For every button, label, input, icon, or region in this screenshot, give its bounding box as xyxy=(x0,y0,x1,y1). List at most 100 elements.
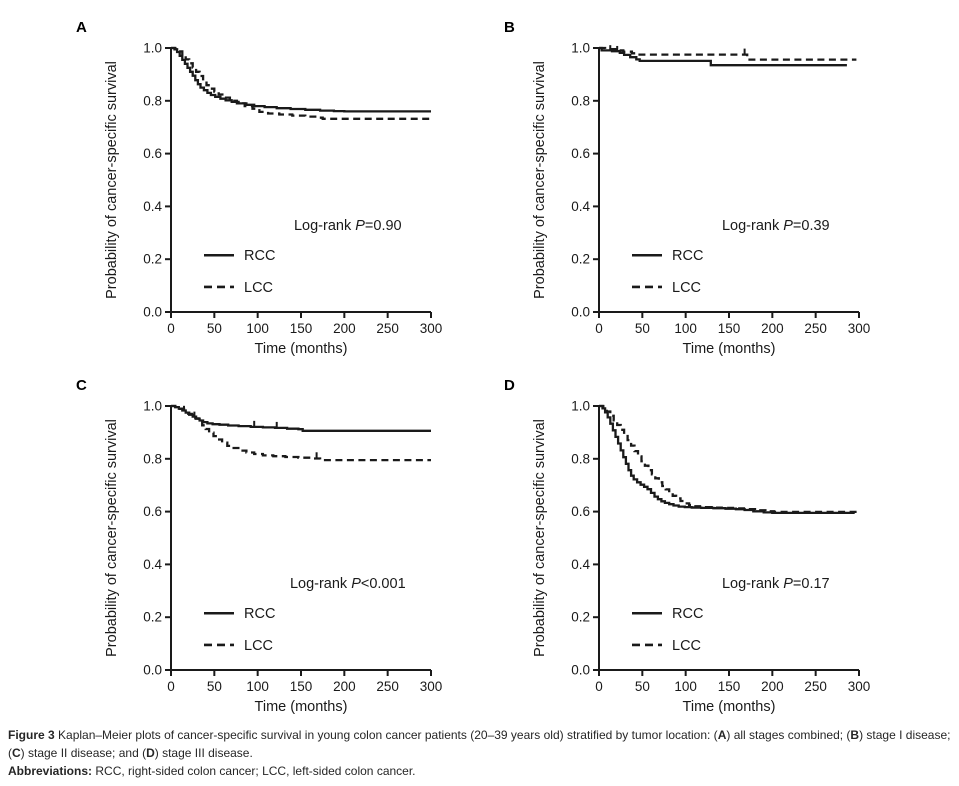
x-tick-label: 50 xyxy=(207,321,222,336)
y-tick-label: 0.8 xyxy=(143,93,162,108)
legend-label-LCC: LCC xyxy=(672,638,701,654)
legend-label-RCC: RCC xyxy=(672,606,703,622)
caption-segment-6: C xyxy=(12,746,21,760)
legend-label-RCC: RCC xyxy=(244,606,275,622)
y-tick-label: 0.4 xyxy=(571,557,590,572)
x-tick-label: 0 xyxy=(595,321,603,336)
caption-segment-2: A xyxy=(717,728,727,742)
x-tick-label: 300 xyxy=(848,679,871,694)
y-axis-title: Probability of cancer-specific survival xyxy=(104,419,120,657)
y-tick-label: 1.0 xyxy=(143,399,162,414)
legend-label-LCC: LCC xyxy=(672,280,701,296)
caption-text: Figure 3 Kaplan–Meier plots of cancer-sp… xyxy=(8,726,952,762)
km-panel-D: D 0.0 0.2 0.4 0.6 0.8 1.0 0 50 100 150 200 250 300 Tim… xyxy=(494,364,922,716)
x-tick-label: 50 xyxy=(207,679,222,694)
x-tick-label: 0 xyxy=(595,679,603,694)
x-tick-label: 100 xyxy=(674,679,697,694)
legend-label-RCC: RCC xyxy=(672,248,703,264)
log-rank-annotation: Log-rank P=0.39 xyxy=(722,218,830,234)
x-tick-label: 250 xyxy=(804,679,827,694)
y-tick-label: 0.2 xyxy=(571,252,590,267)
abbreviations-segment-0: Abbreviations: xyxy=(8,764,96,778)
y-axis-title: Probability of cancer-specific survival xyxy=(532,61,548,299)
y-tick-label: 0.0 xyxy=(571,305,590,320)
km-chart-B: B 0.0 0.2 0.4 0.6 0.8 1.0 0 50 100 150 200 250 300 Tim… xyxy=(504,19,871,357)
panel-letter-B: B xyxy=(504,19,515,36)
abbreviations-segment-1: RCC, right-sided colon cancer; LCC, left… xyxy=(95,764,416,778)
x-tick-label: 100 xyxy=(674,321,697,336)
x-tick-label: 250 xyxy=(376,679,399,694)
y-tick-label: 0.4 xyxy=(143,199,162,214)
series-LCC-curve xyxy=(171,404,431,462)
y-axis-title: Probability of cancer-specific survival xyxy=(532,419,548,657)
abbreviations-text: Abbreviations: RCC, right-sided colon ca… xyxy=(8,762,952,780)
x-axis-title: Time (months) xyxy=(683,341,776,357)
y-tick-label: 0.0 xyxy=(143,305,162,320)
figure-caption: Figure 3 Kaplan–Meier plots of cancer-sp… xyxy=(8,726,952,780)
x-axis-title: Time (months) xyxy=(255,699,348,715)
x-tick-label: 300 xyxy=(848,321,871,336)
series-RCC-curve xyxy=(171,46,431,113)
legend-label-LCC: LCC xyxy=(244,280,273,296)
y-tick-label: 0.8 xyxy=(571,451,590,466)
series-LCC-curve xyxy=(599,46,857,61)
x-tick-label: 200 xyxy=(761,321,784,336)
km-chart-C: C 0.0 0.2 0.4 0.6 0.8 1.0 0 50 100 150 200 250 300 Tim… xyxy=(76,377,443,715)
y-tick-label: 1.0 xyxy=(571,399,590,414)
panel-letter-C: C xyxy=(76,377,87,394)
y-tick-label: 0.6 xyxy=(571,504,590,519)
caption-segment-7: ) stage II disease; and ( xyxy=(20,746,147,760)
axes-lines xyxy=(170,48,431,313)
panel-letter-D: D xyxy=(504,377,515,394)
x-tick-label: 300 xyxy=(420,679,443,694)
km-panel-B: B 0.0 0.2 0.4 0.6 0.8 1.0 0 50 100 150 200 250 300 Tim… xyxy=(494,6,922,358)
x-tick-label: 250 xyxy=(804,321,827,336)
km-chart-A: A 0.0 0.2 0.4 0.6 0.8 1.0 0 50 100 150 200 250 300 Tim… xyxy=(76,19,443,357)
y-tick-label: 0.2 xyxy=(143,252,162,267)
y-axis-title: Probability of cancer-specific survival xyxy=(104,61,120,299)
y-tick-label: 0.4 xyxy=(143,557,162,572)
y-tick-label: 0.2 xyxy=(143,610,162,625)
series-RCC-curve xyxy=(599,404,855,515)
x-tick-label: 50 xyxy=(635,679,650,694)
caption-segment-1: Kaplan–Meier plots of cancer-specific su… xyxy=(58,728,718,742)
km-panel-C: C 0.0 0.2 0.4 0.6 0.8 1.0 0 50 100 150 200 250 300 Tim… xyxy=(66,364,494,716)
axes-lines xyxy=(170,406,431,671)
x-tick-label: 250 xyxy=(376,321,399,336)
x-axis-title: Time (months) xyxy=(255,341,348,357)
axes-lines xyxy=(598,48,859,313)
x-tick-label: 150 xyxy=(718,679,741,694)
x-axis-title: Time (months) xyxy=(683,699,776,715)
x-tick-label: 150 xyxy=(290,679,313,694)
legend-label-LCC: LCC xyxy=(244,638,273,654)
x-tick-label: 100 xyxy=(246,679,269,694)
y-tick-label: 0.8 xyxy=(143,451,162,466)
y-tick-label: 0.2 xyxy=(571,610,590,625)
caption-segment-5: ) stage I disease; ( xyxy=(8,728,951,760)
series-LCC-curve xyxy=(599,404,859,514)
y-tick-label: 0.6 xyxy=(143,146,162,161)
log-rank-annotation: Log-rank P=0.90 xyxy=(294,218,402,234)
series-RCC-curve xyxy=(171,404,431,432)
caption-segment-4: B xyxy=(850,728,860,742)
y-tick-label: 0.6 xyxy=(143,504,162,519)
series-LCC-curve xyxy=(171,46,431,120)
x-tick-label: 0 xyxy=(167,321,175,336)
legend-label-RCC: RCC xyxy=(244,248,275,264)
km-chart-D: D 0.0 0.2 0.4 0.6 0.8 1.0 0 50 100 150 200 250 300 Tim… xyxy=(504,377,871,715)
x-tick-label: 0 xyxy=(167,679,175,694)
y-tick-label: 0.4 xyxy=(571,199,590,214)
km-panel-A: A 0.0 0.2 0.4 0.6 0.8 1.0 0 50 100 150 200 250 300 Tim… xyxy=(66,6,494,358)
axes-lines xyxy=(598,406,859,671)
x-tick-label: 200 xyxy=(333,321,356,336)
caption-segment-0: Figure 3 xyxy=(8,728,59,742)
km-panel-grid: A 0.0 0.2 0.4 0.6 0.8 1.0 0 50 100 150 200 250 300 Tim… xyxy=(66,6,922,716)
x-tick-label: 200 xyxy=(333,679,356,694)
log-rank-annotation: Log-rank P<0.001 xyxy=(290,576,406,592)
x-tick-label: 50 xyxy=(635,321,650,336)
x-tick-label: 300 xyxy=(420,321,443,336)
y-tick-label: 1.0 xyxy=(143,41,162,56)
panel-letter-A: A xyxy=(76,19,87,36)
log-rank-annotation: Log-rank P=0.17 xyxy=(722,576,830,592)
